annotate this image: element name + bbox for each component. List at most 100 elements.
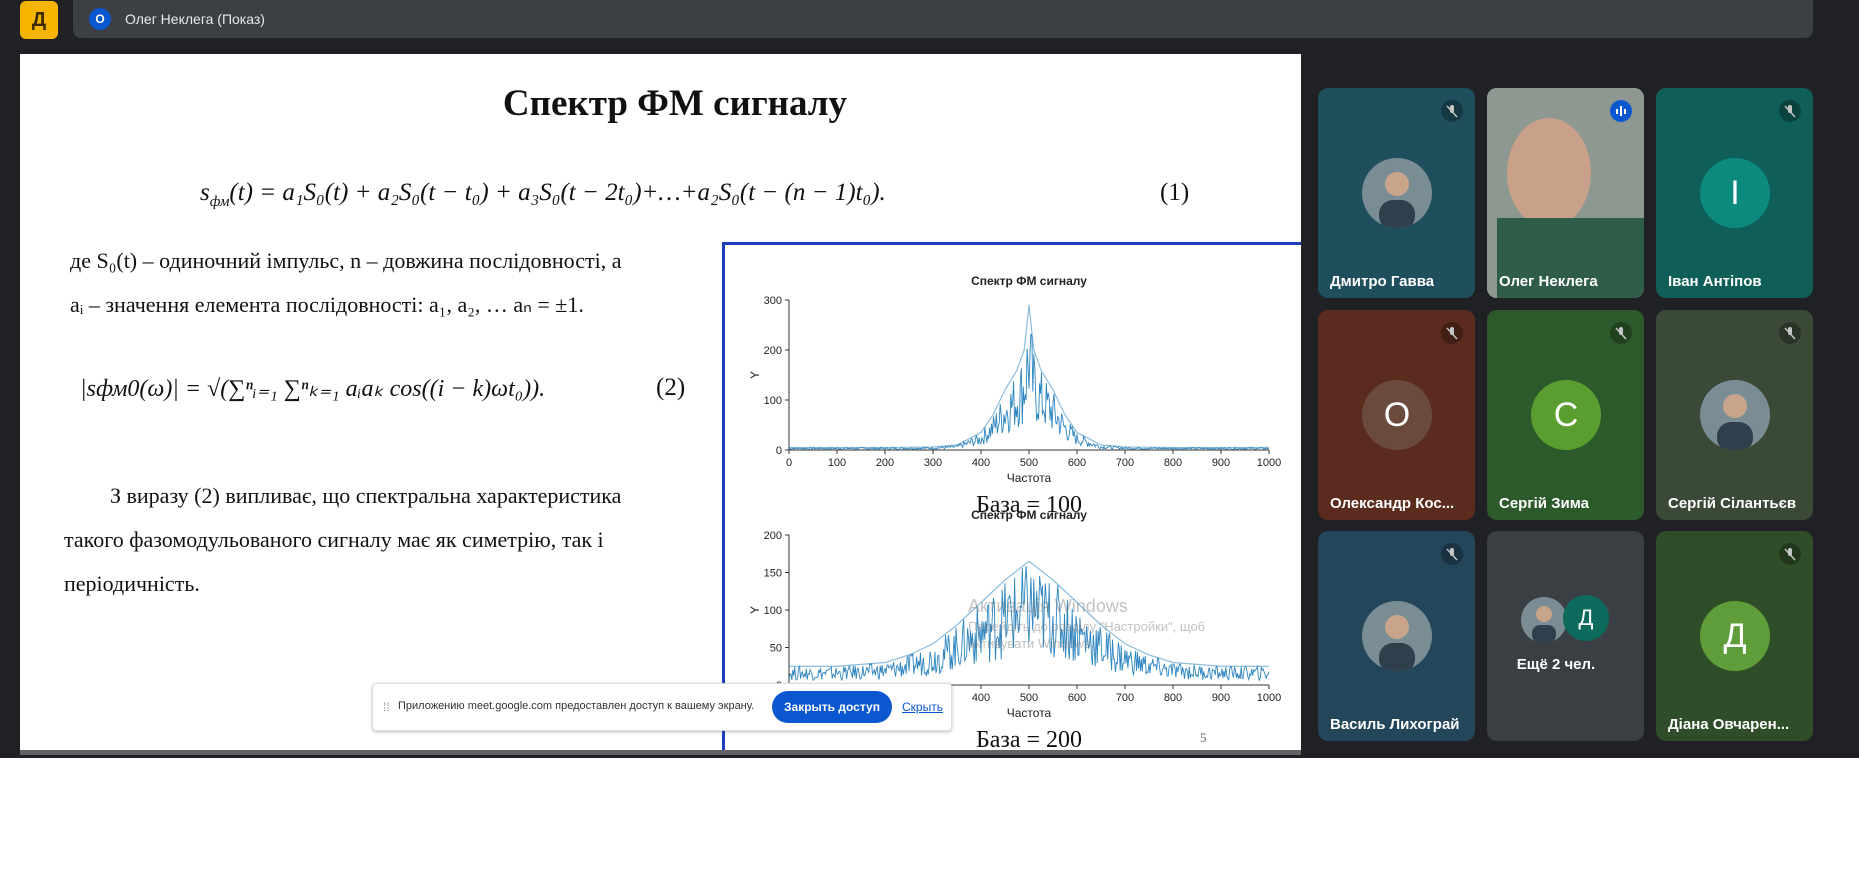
y-tick-label: 300 <box>764 295 782 307</box>
x-tick-label: 700 <box>1116 692 1134 704</box>
participant-name: Дмитро Гавва <box>1330 273 1435 290</box>
participant-name: Олександр Кос... <box>1330 495 1455 512</box>
drag-handle-icon[interactable]: ⁞⁞ <box>383 700 390 714</box>
slide-page-number: 5 <box>1200 730 1207 745</box>
x-tick-label: 900 <box>1212 457 1230 469</box>
y-axis-label: Y <box>748 371 762 379</box>
app-logo[interactable]: Д <box>20 1 58 39</box>
slide-progress-bar <box>20 750 1301 755</box>
eq1-body: (t) = a₁S₀(t) + a₂S₀(t − t₀) + a₃S₀(t − … <box>229 179 886 206</box>
paragraph-1-line-1: де S₀(t) – одиночний імпульс, n – довжин… <box>70 248 622 273</box>
participant-avatar: І <box>1700 158 1770 228</box>
mic-off-icon <box>1441 322 1463 344</box>
x-tick-label: 1000 <box>1257 457 1281 469</box>
participant-video <box>1487 88 1644 298</box>
spectrum-envelope <box>789 304 1269 449</box>
windows-activation-watermark: Активація Windows <box>968 596 1128 616</box>
participant-tile[interactable]: Дмитро Гавва <box>1318 88 1475 298</box>
participant-tile[interactable]: Д Діана Овчарен... <box>1656 531 1813 741</box>
chart-caption: База = 200 <box>976 727 1082 750</box>
x-tick-label: 0 <box>786 457 792 469</box>
y-axis-label: Y <box>748 606 762 614</box>
x-axis-label: Частота <box>1007 471 1052 485</box>
x-tick-label: 100 <box>828 457 846 469</box>
participant-tile[interactable]: Василь Лихограй <box>1318 531 1475 741</box>
equation-1-number: (1) <box>1160 179 1190 206</box>
spectrum-series-line <box>788 333 1270 451</box>
x-tick-label: 500 <box>1020 692 1038 704</box>
participant-tile[interactable]: Д Ещё 2 чел. <box>1487 531 1644 741</box>
x-tick-label: 900 <box>1212 692 1230 704</box>
paragraph-1-line-2: aᵢ – значення елемента послідовності: a₁… <box>70 292 584 317</box>
hide-banner-link[interactable]: Скрыть <box>902 700 943 714</box>
participant-avatar: Д <box>1700 601 1770 671</box>
paragraph-2-line-3: періодичність. <box>64 571 200 596</box>
eq1-subscript: фм <box>209 194 230 210</box>
participant-tile[interactable]: І Іван Антіпов <box>1656 88 1813 298</box>
y-tick-label: 200 <box>764 530 782 542</box>
paragraph-2-line-2: такого фазомодульованого сигналу має як … <box>64 527 604 552</box>
speaking-indicator-icon <box>1610 100 1632 122</box>
paragraph-2-line-1: З виразу (2) випливає, що спектральна ха… <box>110 483 622 508</box>
participant-name: Сергій Сілантьєв <box>1668 495 1797 512</box>
mic-off-icon <box>1779 543 1801 565</box>
presenter-bar[interactable]: О Олег Неклега (Показ) <box>73 0 1813 38</box>
chart-title: Спектр ФМ сигналу <box>971 508 1087 522</box>
screen-share-banner: ⁞⁞ Приложению meet.google.com предоставл… <box>372 683 952 731</box>
stop-sharing-button[interactable]: Закрыть доступ <box>772 691 892 723</box>
chart-panel: Спектр ФМ сигналу 0 100 200 300 0 100 200 300 400… <box>722 242 1301 750</box>
share-status-text: Приложению meet.google.com предоставлен … <box>398 700 755 712</box>
x-tick-label: 200 <box>876 457 894 469</box>
slide-title: Спектр ФМ сигналу <box>502 83 848 124</box>
y-tick-label: 100 <box>764 605 782 617</box>
x-tick-label: 600 <box>1068 692 1086 704</box>
presenter-label: Олег Неклега (Показ) <box>125 11 265 27</box>
presenter-avatar: О <box>89 8 111 30</box>
mic-off-icon <box>1779 100 1801 122</box>
x-tick-label: 300 <box>924 457 942 469</box>
y-tick-label: 0 <box>776 445 782 457</box>
mic-off-icon <box>1610 322 1632 344</box>
y-tick-label: 150 <box>764 568 782 580</box>
chart-title: Спектр ФМ сигналу <box>971 274 1087 288</box>
mic-off-icon <box>1441 543 1463 565</box>
participant-photo <box>1362 158 1432 228</box>
participant-photo <box>1700 380 1770 450</box>
y-tick-label: 200 <box>764 345 782 357</box>
participant-name: Іван Антіпов <box>1668 273 1762 290</box>
participant-avatar: О <box>1362 380 1432 450</box>
x-axis-label: Частота <box>1007 706 1052 720</box>
participant-name: Сергій Зима <box>1499 495 1589 512</box>
eq1-symbol: s <box>200 179 210 206</box>
participant-name: Олег Неклега <box>1499 273 1598 290</box>
participant-tile[interactable]: С Сергій Зима <box>1487 310 1644 520</box>
participant-avatar: Д <box>1563 595 1609 641</box>
participant-tile[interactable]: Сергій Сілантьєв <box>1656 310 1813 520</box>
y-tick-label: 50 <box>770 643 782 655</box>
mic-off-icon <box>1441 100 1463 122</box>
x-tick-label: 1000 <box>1257 692 1281 704</box>
equation-1: sфм(t) = a₁S₀(t) + a₂S₀(t − t₀) + a₃S₀(t… <box>200 179 886 211</box>
participant-name: Василь Лихограй <box>1330 716 1460 733</box>
participant-name: Діана Овчарен... <box>1668 716 1790 733</box>
x-tick-label: 500 <box>1020 457 1038 469</box>
x-tick-label: 800 <box>1164 457 1182 469</box>
participant-name: Ещё 2 чел. <box>1516 656 1596 673</box>
x-tick-label: 400 <box>972 692 990 704</box>
equation-2-number: (2) <box>656 374 686 401</box>
participant-tile[interactable]: Олег Неклега <box>1487 88 1644 298</box>
x-tick-label: 400 <box>972 457 990 469</box>
windows-activation-hint: Перейдіть до розділу "Настройки", щоб ак… <box>968 619 1206 651</box>
equation-2: |sфм0(ω)| = √(∑ⁿᵢ₌₁ ∑ⁿₖ₌₁ aᵢaₖ cos((i − … <box>80 376 546 402</box>
participant-tile[interactable]: О Олександр Кос... <box>1318 310 1475 520</box>
participant-avatar: С <box>1531 380 1601 450</box>
participant-photo <box>1362 601 1432 671</box>
chart-caption: База = 100 <box>976 492 1082 518</box>
y-tick-label: 100 <box>764 395 782 407</box>
meet-window: Д О Олег Неклега (Показ) Спектр ФМ сигна… <box>0 0 1859 758</box>
x-tick-label: 800 <box>1164 692 1182 704</box>
more-participants-avatars <box>1519 595 1619 645</box>
shared-slide: Спектр ФМ сигналу sфм(t) = a₁S₀(t) + a₂S… <box>20 54 1301 750</box>
spectrum-envelope <box>789 560 1269 667</box>
mic-off-icon <box>1779 322 1801 344</box>
